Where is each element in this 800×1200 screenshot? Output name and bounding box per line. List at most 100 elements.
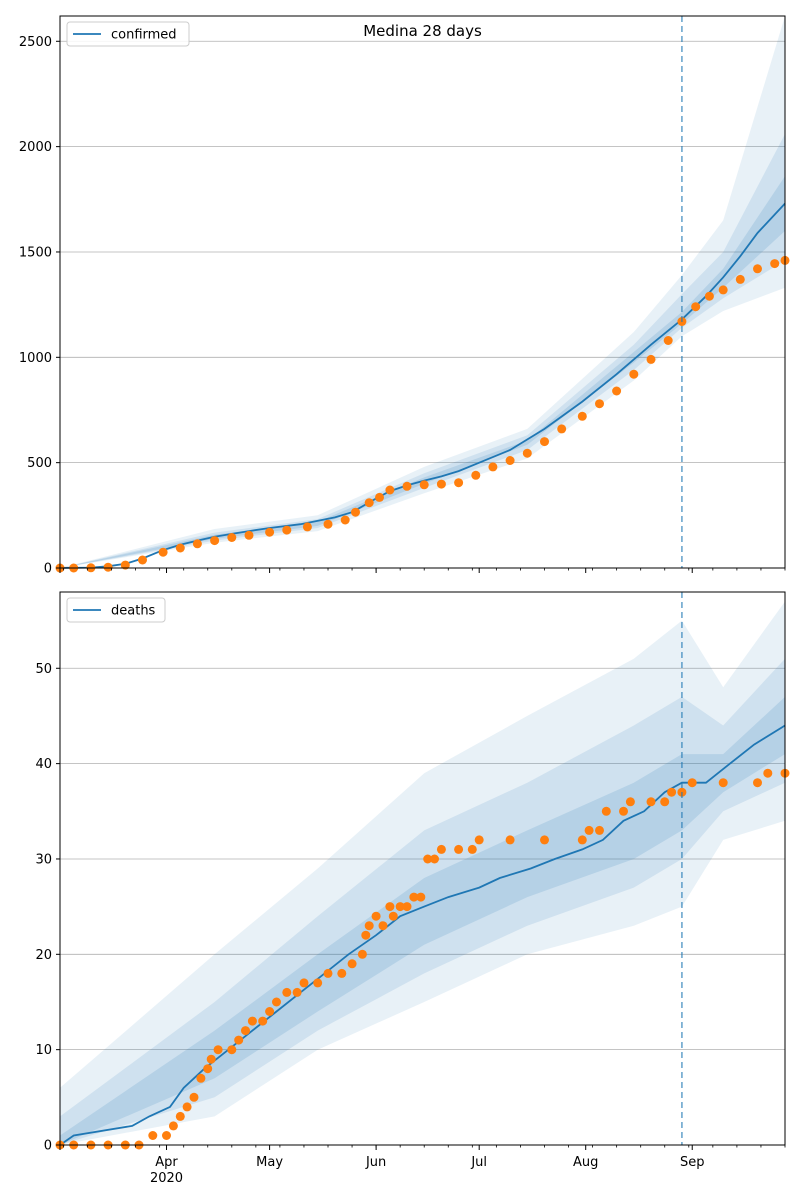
y-tick-label: 1000: [19, 351, 52, 366]
observed-point: [210, 536, 220, 546]
observed-point: [120, 560, 130, 570]
observed-point: [402, 902, 412, 912]
observed-point: [660, 797, 670, 807]
observed-point: [357, 949, 367, 959]
observed-point: [474, 835, 484, 845]
observed-point: [162, 1131, 171, 1140]
observed-point: [646, 797, 656, 807]
observed-point: [595, 399, 604, 409]
observed-point: [340, 515, 350, 525]
observed-point: [753, 778, 762, 788]
observed-point: [206, 1054, 216, 1064]
observed-point: [436, 844, 446, 854]
observed-point: [409, 892, 419, 902]
observed-point: [323, 519, 333, 529]
observed-point: [595, 825, 604, 835]
legend-box: [66, 597, 166, 623]
observed-point: [430, 854, 439, 864]
observed-point: [625, 797, 635, 807]
y-tick-label: 40: [35, 757, 52, 772]
observed-point: [265, 1007, 275, 1016]
observed-point: [203, 1064, 213, 1074]
observed-point: [619, 806, 628, 816]
uncertainty-band-inner: [60, 696, 785, 1145]
x-tick-label: Apr: [155, 1155, 178, 1170]
observed-point: [258, 1016, 268, 1026]
observed-point: [192, 539, 202, 549]
observed-point: [436, 479, 446, 489]
observed-point: [299, 978, 309, 988]
observed-point: [557, 424, 567, 434]
observed-point: [505, 835, 515, 845]
observed-point: [272, 997, 281, 1007]
observed-point: [247, 1016, 257, 1026]
y-tick-label: 2000: [19, 140, 52, 155]
observed-point: [667, 787, 677, 797]
observed-point: [505, 456, 515, 465]
observed-point: [189, 1092, 199, 1102]
deaths-panel: 0 10 20 30 40 50 Apr May Jun Jul Aug Sep 2020 deaths: [35, 591, 790, 1186]
observed-point: [337, 968, 347, 978]
y-tick-label: 20: [35, 948, 52, 963]
observed-point: [351, 507, 360, 517]
observed-point: [385, 485, 395, 495]
x-tick-label: Aug: [573, 1155, 598, 1170]
observed-point: [454, 844, 464, 854]
uncertainty-band-inner: [60, 176, 785, 568]
observed-point: [629, 369, 639, 379]
confirmed-panel: 0 500 1000 1500 2000 2500 Medina 28 days confir…: [19, 15, 790, 577]
observed-point: [416, 892, 426, 902]
observed-point: [213, 1045, 223, 1055]
observed-point: [168, 1121, 178, 1131]
observed-point: [378, 921, 388, 931]
observed-point: [691, 302, 701, 312]
observed-point: [687, 778, 697, 788]
y-tick-label: 30: [35, 852, 52, 867]
y-tick-label: 500: [27, 456, 52, 471]
legend: deaths: [66, 597, 166, 623]
model-line: [59, 202, 786, 569]
observed-point: [196, 1073, 206, 1083]
model-line: [59, 724, 786, 1146]
observed-point: [282, 987, 292, 997]
y-tick-label: 0: [44, 1139, 52, 1154]
observed-point: [347, 959, 357, 969]
observed-point: [175, 1111, 185, 1121]
uncertainty-band-middle: [60, 134, 785, 568]
observed-point: [282, 525, 292, 535]
observed-point: [704, 291, 714, 301]
plot-frame: [59, 591, 786, 1146]
observed-point: [718, 778, 728, 788]
observed-point: [148, 1131, 158, 1140]
observed-point: [577, 835, 587, 845]
observed-point: [770, 259, 780, 269]
observed-point: [227, 533, 237, 542]
observed-point: [244, 530, 254, 540]
x-tick-label: Jul: [470, 1155, 487, 1170]
y-tick-label: 2500: [19, 35, 52, 50]
observed-point: [612, 386, 622, 396]
legend-label: deaths: [111, 604, 156, 619]
observed-point: [234, 1035, 244, 1045]
observed-point: [227, 1045, 237, 1055]
legend-label: confirmed: [111, 28, 177, 43]
observed-point: [718, 285, 728, 295]
legend-box: [66, 21, 190, 47]
observed-point: [182, 1102, 192, 1112]
y-tick-label: 0: [44, 562, 52, 577]
observed-point: [371, 911, 381, 921]
observed-point: [158, 547, 168, 557]
observed-point: [402, 481, 412, 491]
observed-point: [388, 911, 398, 921]
observed-point: [313, 978, 323, 988]
uncertainty-band-outer: [60, 601, 785, 1145]
observed-point: [265, 527, 275, 537]
observed-point: [138, 555, 147, 565]
observed-point: [423, 854, 433, 864]
observed-point: [103, 562, 113, 572]
chart-title: Medina 28 days: [363, 22, 482, 40]
legend: confirmed: [66, 21, 190, 47]
observed-point: [646, 354, 656, 364]
observed-point: [292, 987, 302, 997]
